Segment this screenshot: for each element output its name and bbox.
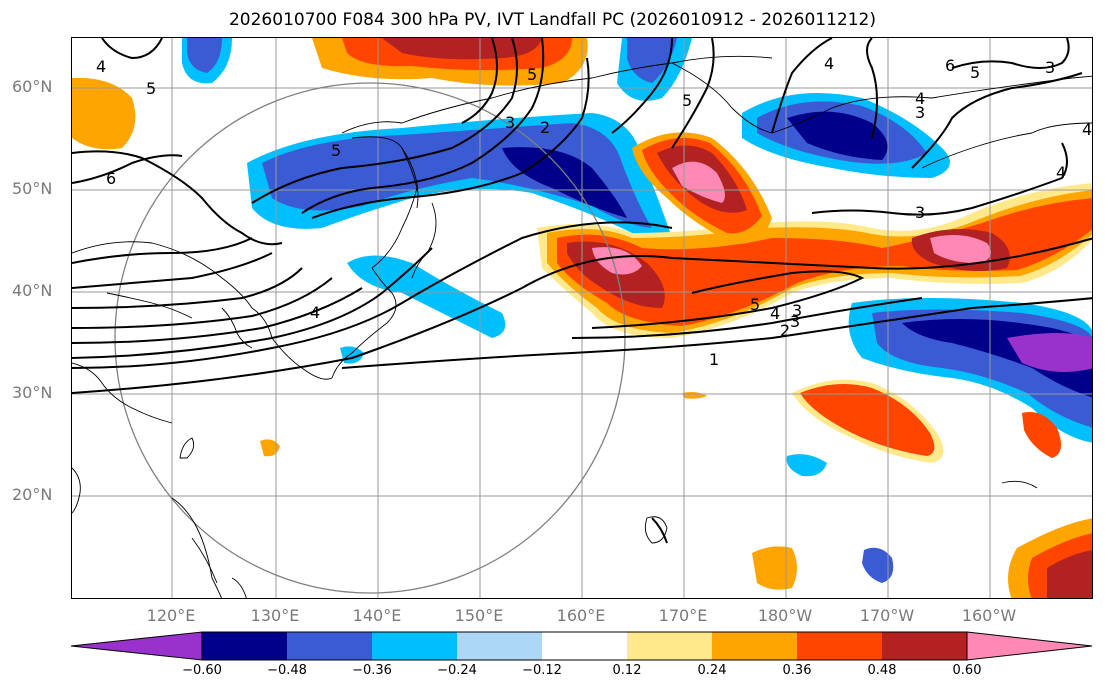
contour-label: 4 [96, 57, 106, 76]
colorbar-tick-label: 0.24 [697, 663, 727, 678]
positive-anomaly-patch [672, 161, 726, 203]
contour-label: 3 [505, 113, 515, 132]
range-circle [114, 82, 626, 594]
contour-label: 3 [915, 103, 925, 122]
contour-label: 5 [331, 141, 341, 160]
lat-label: 60°N [12, 77, 53, 96]
positive-anomaly-patch [567, 241, 665, 308]
colorbar-segment [882, 632, 967, 660]
colorbar [70, 630, 1093, 662]
colorbar-segment [202, 632, 287, 660]
colorbar-extend-right [966, 631, 1093, 661]
contour-label: 5 [682, 91, 692, 110]
colorbar-outline [201, 631, 968, 661]
positive-anomaly-patch [800, 384, 935, 456]
colorbar-tick-label: 0.36 [782, 663, 812, 678]
contour-label: 4 [1082, 120, 1092, 139]
colorbar-tick-label: 0.60 [952, 663, 982, 678]
lon-label: 130°E [250, 606, 300, 625]
colorbar-extend-left [70, 631, 203, 661]
negative-anomaly-patch [786, 454, 827, 477]
colorbar-segment [797, 632, 882, 660]
contour-label: 3 [790, 312, 800, 331]
contour-label: 4 [310, 303, 320, 322]
colorbar-tick-label: 0.48 [867, 663, 897, 678]
colorbar-tick-label: −0.48 [267, 663, 307, 678]
map-panel: 4 5 6 5 3 2 5 4 3 5 4 3 2 1 3 4 6 5 3 4 … [71, 37, 1093, 599]
positive-anomaly-patch [682, 392, 707, 399]
colorbar-tick-label: −0.36 [352, 663, 392, 678]
contour-label: 6 [106, 169, 116, 188]
negative-anomaly-patch [787, 111, 888, 160]
positive-anomaly-patch [752, 546, 797, 590]
contour-label: 5 [970, 63, 980, 82]
ivt-contours [72, 38, 1092, 544]
contour-label: 4 [770, 304, 780, 323]
colorbar-segment [372, 632, 457, 660]
colorbar-segment [712, 632, 797, 660]
contour-label: 5 [146, 79, 156, 98]
contour-label: 3 [1045, 58, 1055, 77]
colorbar-segment [457, 632, 542, 660]
shading-layer [72, 38, 1092, 598]
colorbar-tick-label: −0.12 [522, 663, 562, 678]
lon-label: 140°E [352, 606, 402, 625]
contour-label: 2 [780, 321, 790, 340]
coastlines [72, 55, 1092, 598]
negative-anomaly-patch [187, 38, 222, 73]
contour-label: 2 [540, 118, 550, 137]
contour-label: 4 [915, 89, 925, 108]
lat-label: 50°N [12, 179, 53, 198]
lat-label: 40°N [12, 281, 53, 300]
map-title: 2026010700 F084 300 hPa PV, IVT Landfall… [228, 10, 876, 30]
contour-label: 4 [824, 54, 834, 73]
positive-anomaly-patch [930, 234, 991, 264]
positive-anomaly-patch [1022, 412, 1061, 458]
contour-label: 5 [750, 295, 760, 314]
lon-label: 150°E [454, 606, 504, 625]
negative-anomaly-patch [1007, 333, 1092, 372]
lon-label: 170°W [859, 606, 915, 625]
lon-label: 160°W [961, 606, 1017, 625]
positive-anomaly-patch [1047, 550, 1092, 598]
lon-label: 180°W [757, 606, 813, 625]
colorbar-tick-label: 0.12 [612, 663, 642, 678]
contour-label: 6 [945, 56, 955, 75]
contour-label: 1 [709, 350, 719, 369]
contour-label: 5 [527, 65, 537, 84]
map-canvas: 4 5 6 5 3 2 5 4 3 5 4 3 2 1 3 4 6 5 3 4 … [72, 38, 1092, 598]
lat-label: 30°N [12, 383, 53, 402]
lon-label: 160°E [556, 606, 606, 625]
contour-label-layer: 4 5 6 5 3 2 5 4 3 5 4 3 2 1 3 4 6 5 3 4 … [96, 54, 1092, 369]
lon-label: 120°E [146, 606, 196, 625]
lat-label: 20°N [12, 485, 53, 504]
contour-label: 3 [915, 203, 925, 222]
positive-anomaly-patch [260, 439, 280, 457]
colorbar-segment [287, 632, 372, 660]
negative-anomaly-patch [862, 547, 894, 583]
negative-anomaly-patch [627, 38, 677, 83]
lon-label: 170°E [658, 606, 708, 625]
gridlines [72, 38, 1092, 598]
colorbar-tick-label: −0.24 [437, 663, 477, 678]
positive-anomaly-patch [592, 247, 642, 275]
colorbar-svg [70, 631, 1093, 661]
negative-anomaly-patch [347, 255, 506, 338]
colorbar-tick-label: −0.60 [182, 663, 222, 678]
contour-label: 4 [1056, 163, 1066, 182]
colorbar-segment [627, 632, 712, 660]
colorbar-segment [542, 632, 627, 660]
contour-label: 3 [792, 301, 802, 320]
positive-anomaly-patch [72, 77, 136, 150]
positive-anomaly-patch [382, 38, 542, 60]
